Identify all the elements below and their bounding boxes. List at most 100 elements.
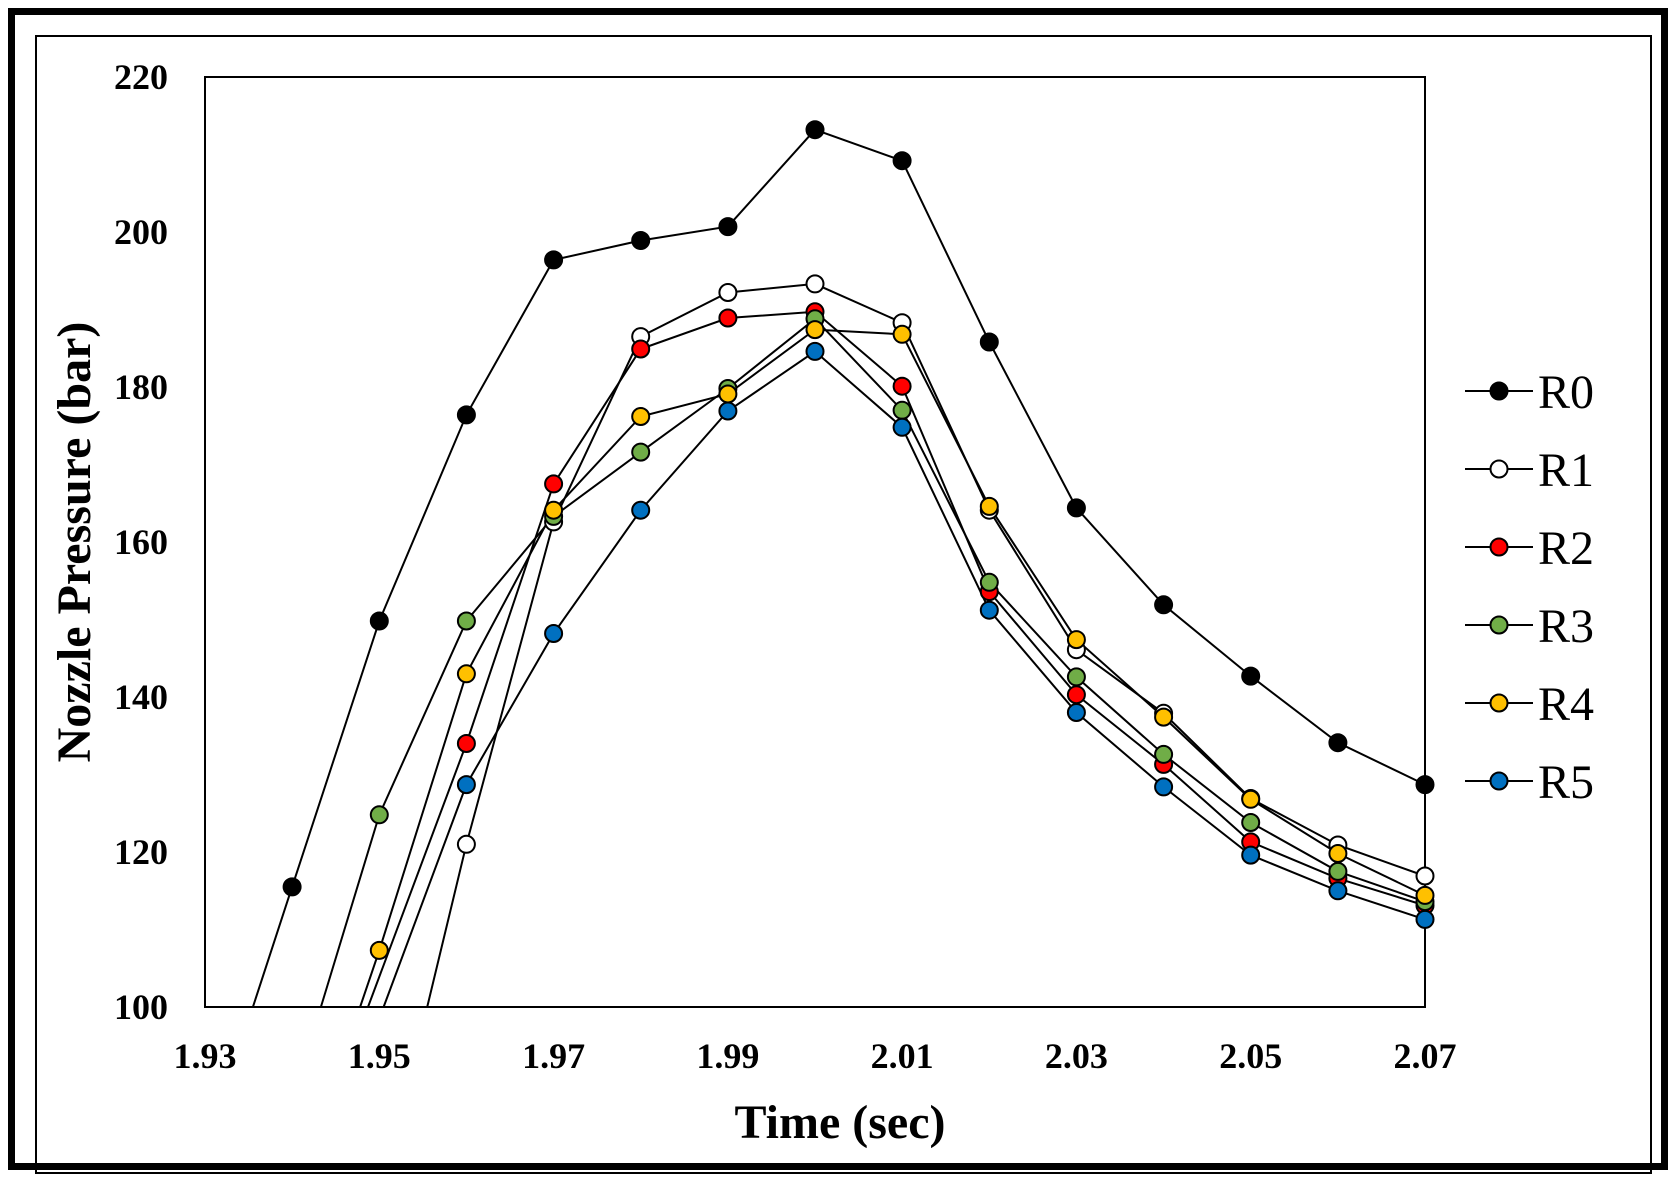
data-point-r1: [718, 283, 738, 302]
data-point-r4: [718, 384, 738, 404]
data-point-r3: [1154, 744, 1174, 764]
data-point-r4: [1154, 707, 1174, 727]
data-point-r5: [544, 624, 564, 643]
data-point-r0: [805, 120, 825, 140]
x-tick-label: 1.95: [348, 1036, 411, 1076]
data-point-r0: [1415, 775, 1435, 795]
series-lines: [251, 128, 1426, 1008]
y-tick-label: 160: [114, 522, 168, 562]
data-point-r0: [1328, 733, 1348, 753]
data-point-r1: [1415, 866, 1435, 886]
data-point-r5: [456, 775, 476, 795]
data-point-r4: [369, 940, 389, 960]
x-tick-label: 1.99: [696, 1036, 759, 1076]
data-point-r5: [1066, 703, 1086, 722]
legend: R0 R1 R2 R3 R4 R5: [1465, 366, 1594, 809]
series-line-r3: [319, 317, 1426, 1008]
legend-label: R5: [1538, 756, 1594, 809]
data-point-r5: [979, 600, 999, 620]
data-point-r3: [631, 442, 651, 462]
x-tick-label: 1.97: [522, 1036, 585, 1076]
legend-item-r1: R1: [1465, 444, 1594, 497]
legend-item-r3: R3: [1465, 600, 1594, 653]
series-markers: [282, 120, 1435, 960]
data-point-r2: [631, 339, 651, 359]
data-point-r4: [892, 324, 912, 344]
data-point-r3: [892, 400, 912, 420]
x-axis-title: Time (sec): [734, 1096, 945, 1149]
data-point-r3: [1328, 861, 1348, 881]
legend-label: R0: [1538, 366, 1594, 419]
data-point-r5: [631, 500, 651, 520]
legend-marker: [1489, 459, 1509, 479]
data-point-r5: [1328, 881, 1348, 901]
x-tick-label: 2.01: [871, 1036, 934, 1076]
data-point-r5: [1241, 845, 1261, 865]
data-point-r4: [1066, 630, 1086, 650]
y-tick-label: 140: [114, 677, 168, 717]
x-tick-label: 1.93: [174, 1036, 237, 1076]
data-point-r4: [1328, 844, 1348, 863]
data-point-r0: [631, 231, 651, 250]
y-axis-title: Nozzle Pressure (bar): [48, 322, 101, 763]
legend-label: R4: [1538, 678, 1594, 731]
plot-area: [204, 76, 1426, 1008]
y-tick-label: 220: [114, 57, 168, 97]
legend-item-r0: R0: [1465, 366, 1594, 419]
y-tick-label: 120: [114, 832, 168, 872]
data-point-r1: [805, 274, 825, 294]
data-point-r4: [805, 320, 825, 340]
legend-label: R1: [1538, 444, 1594, 497]
legend-item-r2: R2: [1465, 522, 1594, 575]
data-point-r0: [544, 250, 564, 270]
data-point-r4: [1415, 885, 1435, 905]
x-tick-label: 2.07: [1394, 1036, 1457, 1076]
series-line-r5: [382, 350, 1426, 1008]
x-tick-labels: 1.93 1.95 1.97 1.99 2.01 2.03 2.05 2.07: [174, 1036, 1457, 1076]
data-point-r4: [631, 407, 651, 426]
data-point-r3: [979, 572, 999, 592]
data-point-r0: [1066, 498, 1086, 518]
data-point-r0: [718, 217, 738, 237]
data-point-r2: [892, 376, 912, 396]
data-point-r2: [456, 734, 476, 753]
data-point-r4: [544, 500, 564, 520]
legend-label: R2: [1538, 522, 1594, 575]
data-point-r4: [979, 496, 999, 516]
data-point-r0: [282, 877, 302, 897]
y-tick-label: 100: [114, 987, 168, 1027]
data-point-r3: [456, 611, 476, 631]
data-point-r5: [1154, 777, 1174, 797]
y-tick-label: 180: [114, 367, 168, 407]
data-point-r2: [1066, 685, 1086, 705]
data-point-r2: [718, 308, 738, 328]
legend-item-r5: R5: [1465, 756, 1594, 809]
legend-marker: [1489, 537, 1509, 557]
data-point-r0: [892, 151, 912, 171]
legend-item-r4: R4: [1465, 678, 1594, 731]
x-tick-label: 2.03: [1045, 1036, 1108, 1076]
data-point-r3: [1066, 667, 1086, 687]
data-point-r4: [456, 664, 476, 684]
data-point-r0: [369, 611, 389, 631]
x-tick-label: 2.05: [1219, 1036, 1282, 1076]
data-point-r0: [979, 332, 999, 352]
series-line-r0: [251, 128, 1426, 1008]
series-line-r1: [426, 282, 1426, 1008]
data-point-r3: [369, 805, 389, 825]
data-point-r1: [456, 834, 476, 854]
y-tick-label: 200: [114, 212, 168, 252]
data-point-r2: [544, 474, 564, 494]
data-point-r0: [1154, 595, 1174, 615]
legend-marker: [1489, 771, 1509, 791]
legend-marker: [1489, 381, 1509, 401]
data-point-r0: [1241, 666, 1261, 686]
data-point-r5: [805, 341, 825, 361]
data-point-r5: [718, 401, 738, 421]
data-point-r5: [892, 417, 912, 437]
data-point-r5: [1415, 909, 1435, 929]
y-tick-labels: 100 120 140 160 180 200 220: [114, 57, 168, 1027]
data-point-r3: [1241, 813, 1261, 832]
legend-marker: [1489, 693, 1509, 713]
